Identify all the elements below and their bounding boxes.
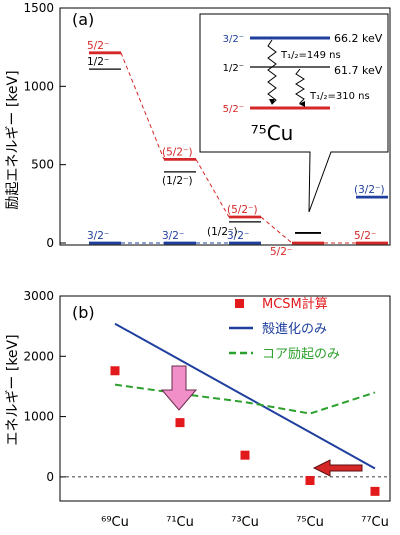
inset-halflife-1: T₁/₂=149 ns	[280, 50, 341, 61]
mcsm-point-0	[110, 366, 120, 376]
inset-energy-61: 61.7 keV	[334, 64, 383, 77]
level-label-69Cu-2: 1/2⁻	[87, 56, 109, 68]
legend-label-core: コア励起のみ	[262, 347, 340, 362]
series-line-2	[114, 383, 376, 415]
inset-spin-3-2: 3/2⁻	[223, 34, 244, 45]
b-ytick-label: 0	[46, 470, 54, 484]
connector-d62728-1	[195, 159, 230, 218]
series-line-1	[114, 322, 376, 470]
panel-a-level-labels: 3/2⁻5/2⁻1/2⁻3/2⁻(5/2⁻)(1/2⁻)3/2⁻(5/2⁻)(1…	[87, 40, 385, 258]
panel-b-frame	[59, 295, 391, 502]
inset-nucleus: ⁷⁵Cu	[251, 121, 294, 145]
inset-halflife-2: T₁/₂=310 ns	[309, 91, 370, 102]
pink-down-arrow	[160, 365, 198, 411]
legend-label-shell: 殻進化のみ	[262, 322, 327, 337]
legend-marker-mcsm	[235, 299, 244, 308]
level-label-73Cu-7: (5/2⁻)	[227, 204, 258, 216]
a-ytick-label: 1500	[23, 1, 54, 15]
panel-b-ylabel: エネルギー [keV]	[5, 334, 21, 445]
level-label-71Cu-5: (1/2⁻)	[162, 175, 193, 187]
red-left-arrow	[312, 459, 363, 477]
inset-transition-2	[295, 68, 305, 107]
legend: MCSM計算 殻進化のみ コア励起のみ	[229, 296, 340, 362]
panel-a: (a) 励起エネルギー [keV] 0 500 1000 1500 3/2⁻ 5/2⁻ 1…	[5, 1, 391, 258]
level-label-77Cu-12: 5/2⁻	[354, 230, 376, 242]
inset-spin-5-2: 5/2⁻	[223, 104, 244, 115]
panel-a-yaxis: 0 500 1000 1500	[23, 1, 66, 250]
b-xtick-label: ⁷¹Cu	[166, 515, 194, 530]
b-xtick-label: ⁷⁵Cu	[296, 515, 324, 530]
inset-energy-66: 66.2 keV	[334, 32, 383, 45]
b-xtick-label: ⁷⁷Cu	[361, 515, 389, 530]
panel-a-ylabel: 励起エネルギー [keV]	[5, 70, 21, 209]
b-xtick-label: ⁷³Cu	[231, 515, 259, 530]
b-ytick-label: 3000	[23, 289, 54, 303]
panel-a-connectors	[120, 52, 356, 244]
a-ytick-label: 500	[31, 158, 54, 172]
inset-callout	[199, 13, 389, 213]
level-label-75Cu-9: 5/2⁻	[270, 246, 292, 258]
inset: 3/2⁻ 1/2⁻ 5/2⁻ 66.2 keV 61.7 keV T₁/₂=14…	[199, 13, 389, 213]
connector-d62728-2	[260, 216, 293, 244]
level-label-69Cu-0: 3/2⁻	[87, 230, 109, 242]
panel-b-series	[110, 322, 380, 496]
level-label-73Cu-6: 3/2⁻	[227, 230, 249, 242]
inset-spin-1-2: 1/2⁻	[223, 63, 244, 74]
mcsm-point-4	[370, 486, 380, 496]
a-ytick-label: 0	[46, 236, 54, 250]
panel-b: (b) エネルギー [keV] 0 1000 2000 3000 ⁶⁹Cu ⁷¹Cu ⁷³…	[5, 289, 391, 530]
panel-a-label: (a)	[72, 10, 94, 29]
panel-a-frame	[59, 7, 391, 246]
legend-label-mcsm: MCSM計算	[262, 296, 328, 312]
panel-b-yaxis: 0 1000 2000 3000	[23, 289, 66, 484]
level-label-69Cu-1: 5/2⁻	[87, 40, 109, 52]
level-label-71Cu-3: 3/2⁻	[162, 230, 184, 242]
b-xtick-label: ⁶⁹Cu	[101, 515, 129, 530]
mcsm-point-2	[240, 450, 250, 460]
level-label-71Cu-4: (5/2⁻)	[162, 146, 193, 158]
a-ytick-label: 1000	[23, 79, 54, 93]
panel-b-xaxis: ⁶⁹Cu ⁷¹Cu ⁷³Cu ⁷⁵Cu ⁷⁷Cu	[101, 515, 389, 530]
level-label-77Cu-13: (3/2⁻)	[354, 184, 385, 196]
b-ytick-label: 1000	[23, 410, 54, 424]
panel-b-label: (b)	[72, 303, 95, 322]
inset-transition-1	[267, 39, 278, 110]
mcsm-point-1	[175, 418, 185, 428]
b-ytick-label: 2000	[23, 349, 54, 363]
mcsm-point-3	[305, 476, 315, 485]
connector-d62728-0	[120, 52, 165, 160]
level-label-73Cu-8: (1/2⁻)	[207, 226, 238, 238]
panel-a-levels	[89, 51, 388, 245]
